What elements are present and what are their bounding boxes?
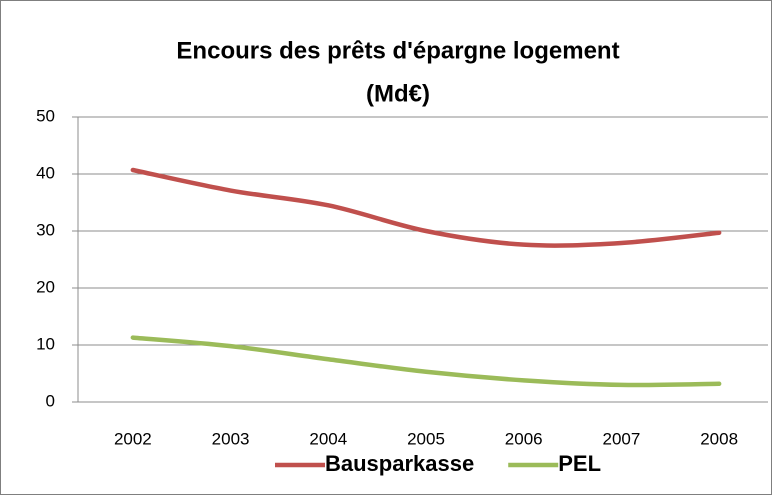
x-tick-label: 2008 bbox=[700, 429, 738, 448]
x-tick-label: 2004 bbox=[309, 429, 347, 448]
x-tick-label: 2006 bbox=[505, 429, 543, 448]
y-tick-label: 40 bbox=[36, 163, 55, 182]
series-line bbox=[130, 167, 722, 248]
y-tick-label: 30 bbox=[36, 220, 55, 239]
y-tick-label: 0 bbox=[46, 391, 55, 410]
x-tick-label: 2003 bbox=[212, 429, 250, 448]
series-line bbox=[130, 335, 722, 388]
x-tick-label: 2007 bbox=[603, 429, 641, 448]
x-tick-label: 2002 bbox=[114, 429, 152, 448]
legend-label: PEL bbox=[558, 451, 601, 476]
y-tick-label: 10 bbox=[36, 334, 55, 353]
x-tick-label: 2005 bbox=[407, 429, 445, 448]
y-tick-label: 20 bbox=[36, 277, 55, 296]
legend-label: Bausparkasse bbox=[325, 451, 474, 476]
chart-title: (Md€) bbox=[366, 80, 430, 107]
chart-title: Encours des prêts d'épargne logement bbox=[176, 37, 619, 64]
y-tick-label: 50 bbox=[36, 106, 55, 125]
